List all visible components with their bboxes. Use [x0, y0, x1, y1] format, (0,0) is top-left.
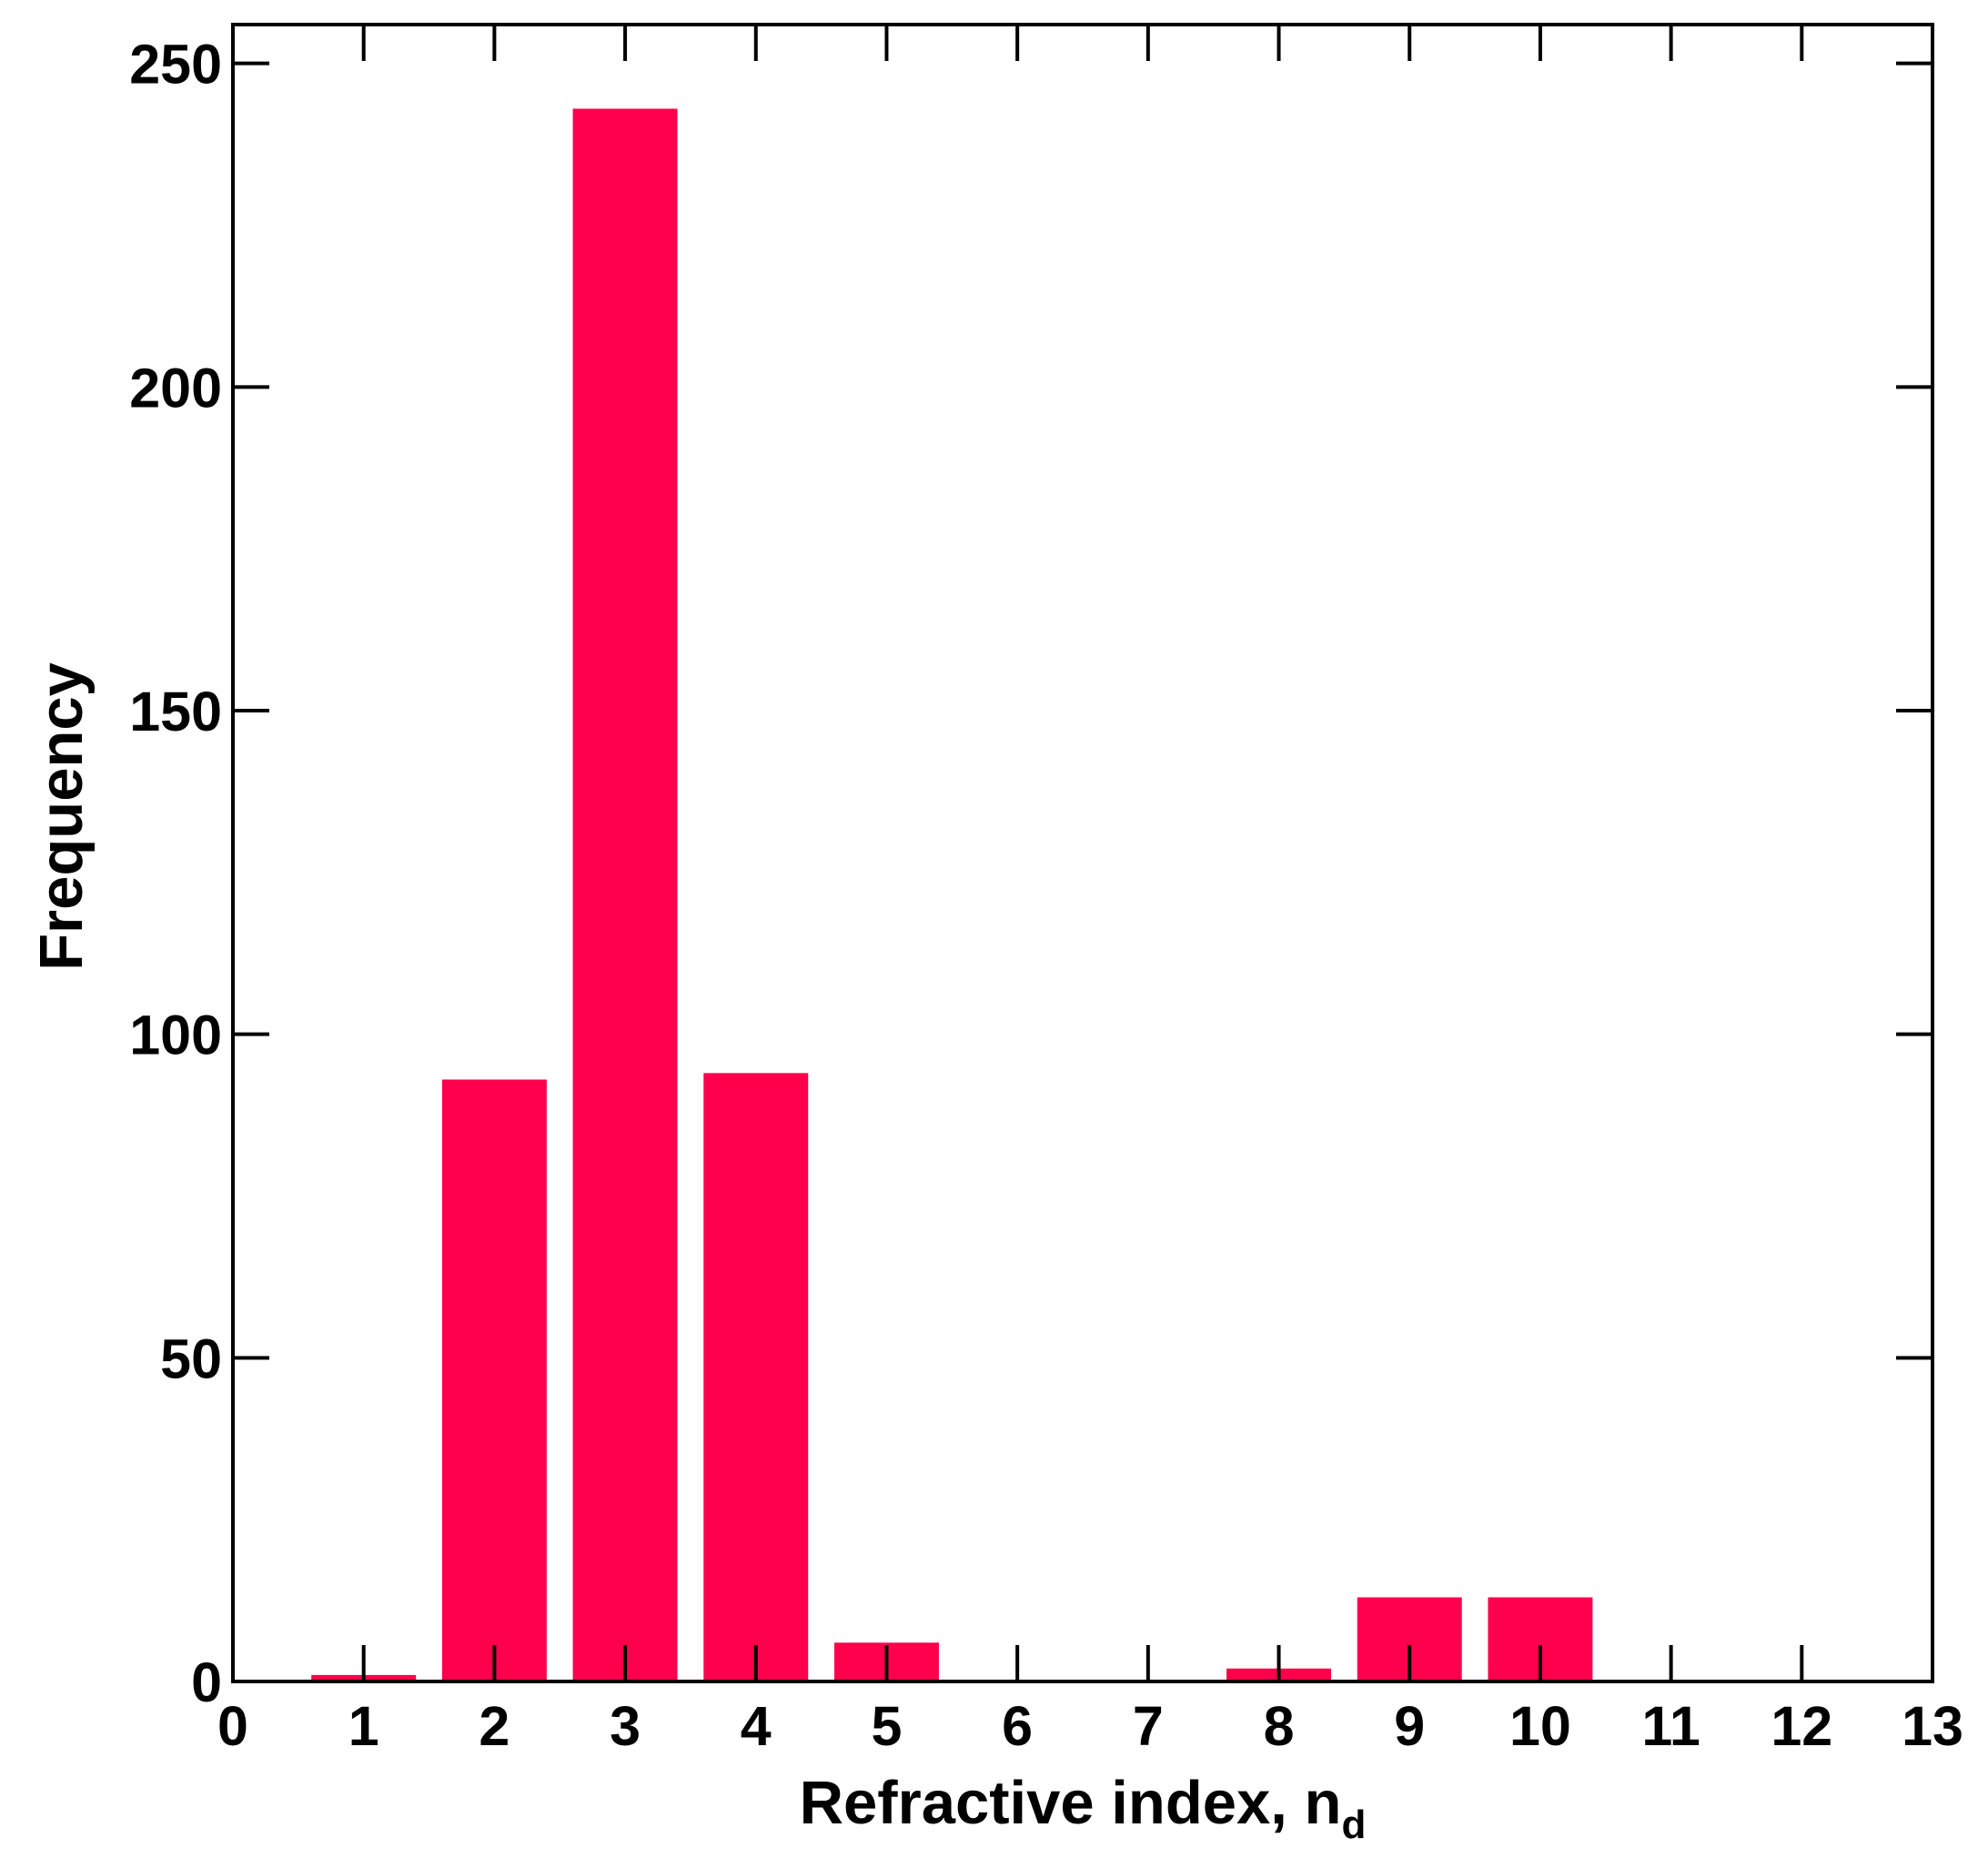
- x-tick-label-12: 12: [1771, 1695, 1832, 1757]
- x-tick-label-4: 4: [741, 1695, 772, 1757]
- y-tick-label-0: 0: [191, 1651, 222, 1713]
- bars-layer: [311, 108, 1593, 1681]
- x-tick-label-2: 2: [479, 1695, 510, 1757]
- x-tick-label-5: 5: [871, 1695, 902, 1757]
- x-tick-label-1: 1: [348, 1695, 379, 1757]
- x-tick-labels: 0 1 2 3 4 5 6 7 8 9 10 11 12 13: [217, 1695, 1963, 1757]
- bar-3: [572, 108, 678, 1681]
- x-tick-label-9: 9: [1394, 1695, 1425, 1757]
- plot-frame: [231, 23, 1934, 1683]
- x-axis-title-main: Refractive index, n: [800, 1769, 1342, 1837]
- y-tick-label-100: 100: [129, 1005, 222, 1066]
- y-tick-label-250: 250: [129, 34, 222, 96]
- x-tick-label-7: 7: [1133, 1695, 1164, 1757]
- x-tick-label-13: 13: [1902, 1695, 1963, 1757]
- y-tick-label-200: 200: [129, 357, 222, 419]
- x-tick-label-11: 11: [1641, 1695, 1700, 1757]
- y-tick-label-50: 50: [160, 1328, 222, 1389]
- bar-4: [703, 1073, 809, 1681]
- y-axis-title: Frequency: [27, 662, 96, 971]
- x-tick-label-0: 0: [217, 1695, 248, 1757]
- x-tick-label-10: 10: [1509, 1695, 1571, 1757]
- y-tick-label-150: 150: [129, 681, 222, 742]
- x-tick-label-3: 3: [610, 1695, 641, 1757]
- x-axis-title: Refractive index, nd: [800, 1769, 1367, 1847]
- bar-2: [441, 1079, 547, 1681]
- x-tick-label-8: 8: [1264, 1695, 1295, 1757]
- y-tick-labels: 0 50 100 150 200 250: [129, 34, 222, 1713]
- x-axis-title-subscript: d: [1341, 1802, 1366, 1847]
- x-tick-label-6: 6: [1002, 1695, 1033, 1757]
